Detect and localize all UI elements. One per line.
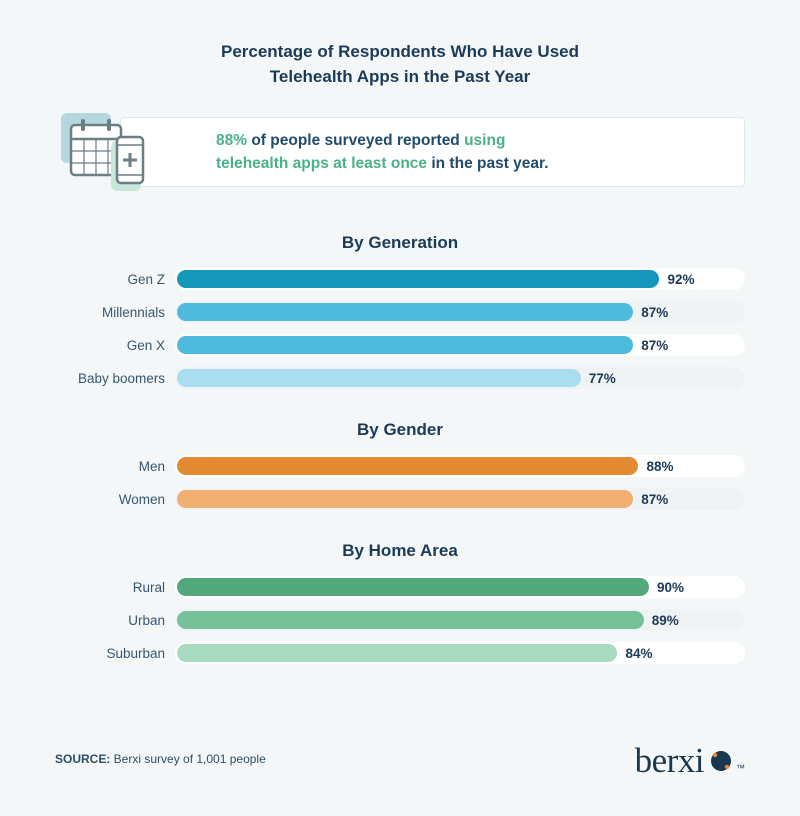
bar-label: Urban [55,613,175,628]
bar-row: Gen Z 92% [55,267,745,291]
bar-fill [177,578,649,596]
chart-section: By Home Area Rural 90% Urban 89% Suburban 84% [55,541,745,665]
source-line: SOURCE: Berxi survey of 1,001 people [55,752,266,766]
title-line-2: Telehealth Apps in the Past Year [270,67,530,86]
callout-hl1: using [464,132,505,149]
brand-name: berxi [635,741,704,781]
chart-section: By Gender Men 88% Women 87% [55,420,745,511]
bar-track: 89% [175,609,745,631]
page-title: Percentage of Respondents Who Have Used … [55,40,745,89]
callout-box: 88% of people surveyed reported using tel… [120,117,745,187]
bar-value: 87% [641,305,668,320]
calendar-phone-icon [55,111,145,193]
brand-logo: berxi ™ [635,741,745,781]
brand-tm: ™ [736,763,745,773]
bar-row: Gen X 87% [55,333,745,357]
callout-hl2: telehealth apps at least once [216,155,427,172]
title-line-1: Percentage of Respondents Who Have Used [221,42,579,61]
bar-track: 84% [175,642,745,664]
bar-fill [177,336,633,354]
callout-tail: in the past year. [427,155,548,172]
bar-track: 90% [175,576,745,598]
bar-label: Millennials [55,305,175,320]
bar-fill [177,457,638,475]
brand-mark-icon [710,750,732,772]
bar-fill [177,490,633,508]
bar-label: Rural [55,580,175,595]
section-title: By Generation [55,233,745,253]
bar-row: Women 87% [55,487,745,511]
bar-sections: By GenerationGen Z92%Millennials87%Gen X… [55,233,745,665]
bar-track: 87% [175,301,745,323]
bar-row: Suburban 84% [55,641,745,665]
bar-value: 84% [625,646,652,661]
bar-label: Women [55,492,175,507]
bar-track: 87% [175,334,745,356]
callout-pct: 88% [216,132,247,149]
bar-row: Men 88% [55,454,745,478]
bar-track: 88% [175,455,745,477]
bar-label: Men [55,459,175,474]
source-text: Berxi survey of 1,001 people [110,752,265,766]
callout-mid1: of people surveyed reported [247,132,464,149]
bar-value: 88% [646,459,673,474]
bar-row: Urban 89% [55,608,745,632]
chart-section: By GenerationGen Z92%Millennials87%Gen X… [55,233,745,390]
bar-track: 87% [175,488,745,510]
bar-fill [177,369,581,387]
bar-label: Suburban [55,646,175,661]
bar-value: 87% [641,492,668,507]
bar-value: 87% [641,338,668,353]
bar-value: 92% [667,272,694,287]
bar-fill [177,303,633,321]
bar-label: Gen Z [55,272,175,287]
bar-label: Gen X [55,338,175,353]
bar-value: 90% [657,580,684,595]
bar-row: Baby boomers 77% [55,366,745,390]
bar-row: Millennials 87% [55,300,745,324]
bar-fill [177,270,659,288]
infographic-container: Percentage of Respondents Who Have Used … [0,0,800,715]
bar-track: 92% [175,268,745,290]
callout-text: 88% of people surveyed reported using tel… [216,129,549,176]
bar-fill [177,611,644,629]
bar-fill [177,644,617,662]
bar-track: 77% [175,367,745,389]
bar-label: Baby boomers [55,371,175,386]
section-title: By Gender [55,420,745,440]
bar-row: Rural 90% [55,575,745,599]
bar-value: 89% [652,613,679,628]
source-label: SOURCE: [55,752,110,766]
bar-value: 77% [589,371,616,386]
callout: 88% of people surveyed reported using tel… [55,117,745,193]
section-title: By Home Area [55,541,745,561]
